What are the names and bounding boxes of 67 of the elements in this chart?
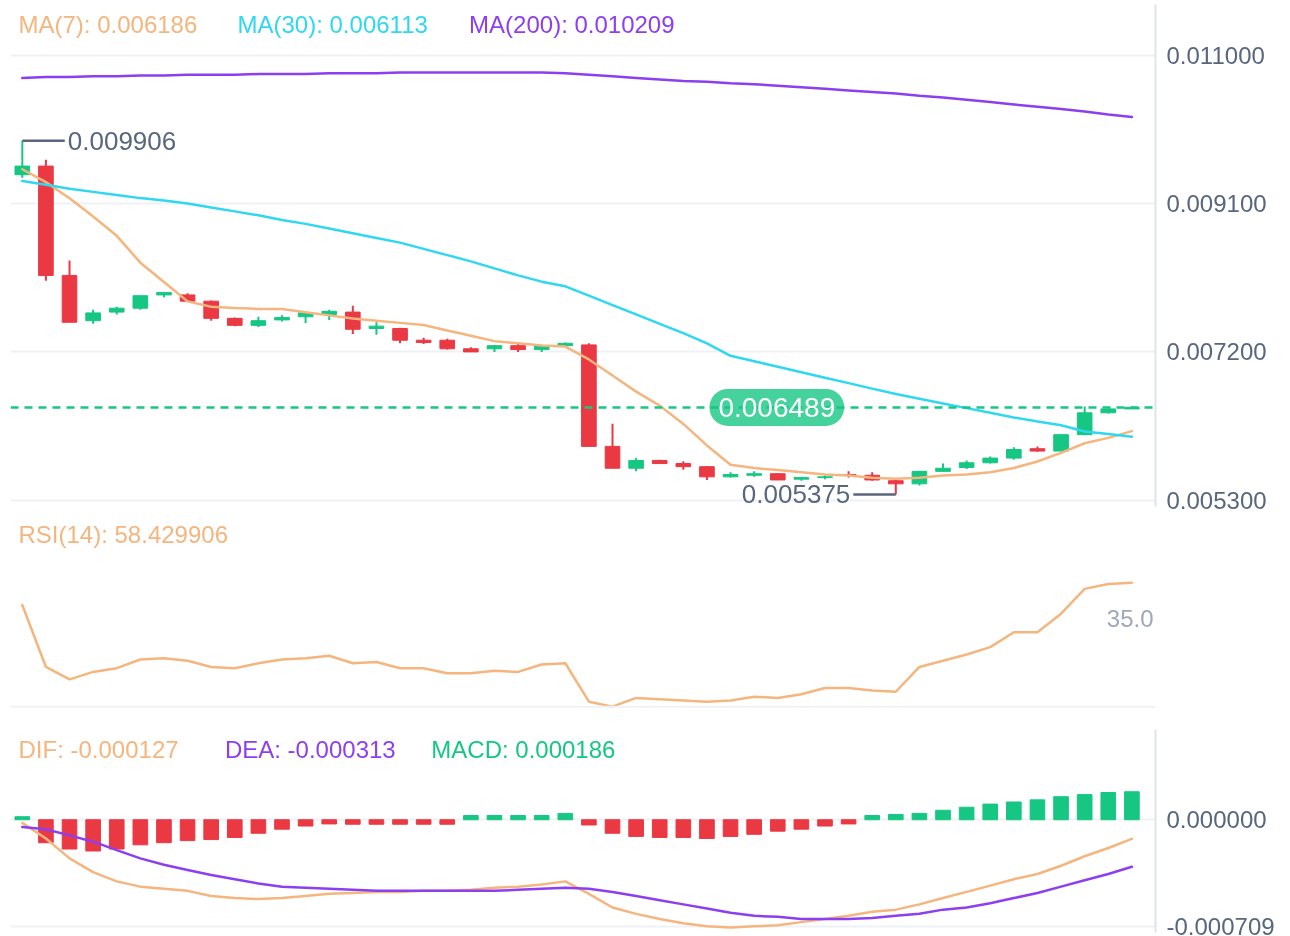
bar	[368, 819, 385, 825]
bar	[769, 819, 786, 832]
bar	[1076, 794, 1093, 821]
bar	[132, 819, 149, 846]
bar	[911, 812, 928, 821]
y-tick-label: 0.000000	[1166, 806, 1267, 834]
line-series	[21, 179, 1134, 439]
bar	[226, 819, 243, 838]
bar	[179, 819, 196, 842]
annotation: 35.0	[1106, 604, 1154, 632]
bar	[439, 819, 456, 825]
bar	[203, 819, 219, 841]
line-series	[21, 71, 1134, 119]
bar	[887, 813, 904, 821]
bar	[250, 819, 267, 834]
bar	[108, 819, 125, 850]
text: DIF: -0.000127	[18, 735, 179, 763]
bar	[1006, 801, 1022, 821]
y-tick-label: 0.009100	[1166, 190, 1267, 218]
bar	[651, 819, 668, 838]
bar	[415, 819, 432, 825]
bar	[958, 806, 975, 821]
bar	[1029, 799, 1046, 821]
y-tick-label: 0.007200	[1166, 338, 1267, 366]
candlestick	[604, 422, 621, 470]
bar	[864, 815, 881, 821]
bar	[156, 819, 172, 844]
bar	[581, 819, 597, 826]
bar	[746, 819, 762, 835]
bar	[297, 819, 314, 827]
bar	[935, 809, 951, 821]
bar	[14, 816, 31, 821]
bar	[604, 819, 621, 834]
bar	[1053, 796, 1069, 821]
y-tick-label: 0.005300	[1166, 486, 1267, 514]
bar	[840, 819, 857, 825]
annotation: 0.009906	[67, 125, 177, 156]
bar	[85, 819, 101, 852]
bar	[61, 819, 78, 850]
annotation: 0.005375	[741, 479, 851, 510]
bar	[793, 819, 810, 830]
bar	[817, 819, 833, 827]
bar	[321, 819, 338, 825]
bar	[1100, 792, 1117, 821]
text: MA(7): 0.006186	[18, 10, 198, 38]
bar	[675, 819, 692, 838]
bar	[699, 819, 715, 840]
text: MA(30): 0.006113	[237, 10, 428, 38]
bar	[557, 812, 574, 821]
bar	[533, 815, 550, 821]
bar	[486, 815, 503, 821]
text: RSI(14): 58.429906	[18, 520, 228, 548]
bar	[463, 815, 479, 821]
series-label: MA(200): 0.010209	[469, 10, 675, 38]
text: MACD: 0.000186	[431, 735, 616, 763]
bar	[392, 819, 408, 825]
bar	[1124, 791, 1140, 821]
bar	[274, 819, 290, 830]
y-tick-label: 0.011000	[1166, 41, 1265, 69]
bar	[982, 803, 999, 821]
bar	[722, 819, 739, 837]
bar	[345, 819, 361, 825]
ref-line-label: 0.006489	[718, 391, 836, 423]
text: DEA: -0.000313	[224, 735, 396, 763]
y-tick-label: -0.000709	[1166, 912, 1275, 936]
bar	[510, 815, 526, 821]
bar	[628, 819, 644, 837]
